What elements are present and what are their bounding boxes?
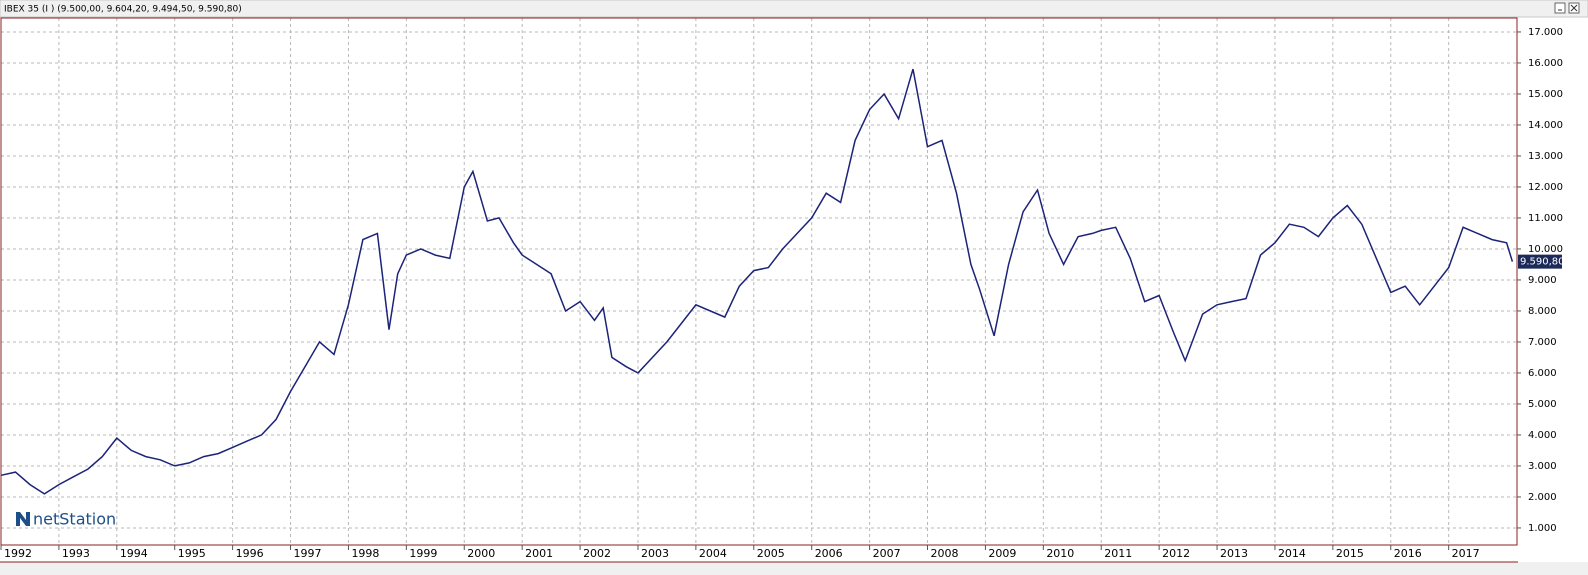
close-icon bbox=[1570, 4, 1578, 12]
x-tick-label: 2012 bbox=[1162, 547, 1190, 560]
plot-border bbox=[0, 17, 1518, 546]
x-tick-label: 2000 bbox=[467, 547, 495, 560]
x-tick-label: 2014 bbox=[1278, 547, 1306, 560]
x-tick-label: 1992 bbox=[4, 547, 32, 560]
x-tick-label: 2013 bbox=[1220, 547, 1248, 560]
x-tick-label: 2004 bbox=[699, 547, 727, 560]
y-tick-label: 17.000 bbox=[1528, 27, 1563, 38]
x-tick-label: 1994 bbox=[120, 547, 148, 560]
chart-title: IBEX 35 (I ) (9.500,00, 9.604,20, 9.494,… bbox=[4, 5, 242, 15]
x-tick-label: 1997 bbox=[294, 547, 322, 560]
title-bar bbox=[0, 0, 1588, 18]
x-tick-label: 2005 bbox=[757, 547, 785, 560]
last-price-box bbox=[1518, 254, 1562, 269]
x-tick-label: 2010 bbox=[1046, 547, 1074, 560]
y-tick-label: 12.000 bbox=[1528, 182, 1563, 193]
x-tick-label: 2016 bbox=[1394, 547, 1422, 560]
y-tick-label: 3.000 bbox=[1528, 461, 1557, 472]
x-tick-label: 2002 bbox=[583, 547, 611, 560]
x-tick-label: 2008 bbox=[931, 547, 959, 560]
status-bar bbox=[0, 562, 1588, 575]
y-tick-label: 9.000 bbox=[1528, 275, 1557, 286]
x-tick-label: 2017 bbox=[1452, 547, 1480, 560]
x-tick-label: 1996 bbox=[236, 547, 264, 560]
x-tick-label: 2007 bbox=[873, 547, 901, 560]
x-tick-label: 2003 bbox=[641, 547, 669, 560]
x-tick-label: 1998 bbox=[351, 547, 379, 560]
x-tick-label: 2015 bbox=[1336, 547, 1364, 560]
y-tick-label: 15.000 bbox=[1528, 89, 1563, 100]
x-tick-label: 2001 bbox=[525, 547, 553, 560]
y-tick-label: 14.000 bbox=[1528, 120, 1563, 131]
x-tick-label: 2011 bbox=[1104, 547, 1132, 560]
logo: netStation bbox=[33, 510, 116, 529]
x-tick-label: 1999 bbox=[409, 547, 437, 560]
x-tick-label: 2009 bbox=[988, 547, 1016, 560]
y-tick-label: 1.000 bbox=[1528, 523, 1557, 534]
last-price-label: 9.590,80 bbox=[1520, 257, 1565, 268]
y-tick-label: 10.000 bbox=[1528, 244, 1563, 255]
y-tick-label: 13.000 bbox=[1528, 151, 1563, 162]
logo-icon bbox=[16, 512, 30, 526]
y-tick-label: 6.000 bbox=[1528, 368, 1557, 379]
y-tick-label: 11.000 bbox=[1528, 213, 1563, 224]
y-tick-label: 16.000 bbox=[1528, 58, 1563, 69]
x-tick-label: 1993 bbox=[62, 547, 90, 560]
y-tick-label: 7.000 bbox=[1528, 337, 1557, 348]
x-tick-label: 1995 bbox=[178, 547, 206, 560]
x-tick-label: 2006 bbox=[815, 547, 843, 560]
y-tick-label: 4.000 bbox=[1528, 430, 1557, 441]
y-tick-label: 5.000 bbox=[1528, 399, 1557, 410]
y-tick-label: 8.000 bbox=[1528, 306, 1557, 317]
y-tick-label: 2.000 bbox=[1528, 492, 1557, 503]
price-line bbox=[0, 68, 1514, 495]
minimize-button[interactable] bbox=[1554, 2, 1566, 14]
